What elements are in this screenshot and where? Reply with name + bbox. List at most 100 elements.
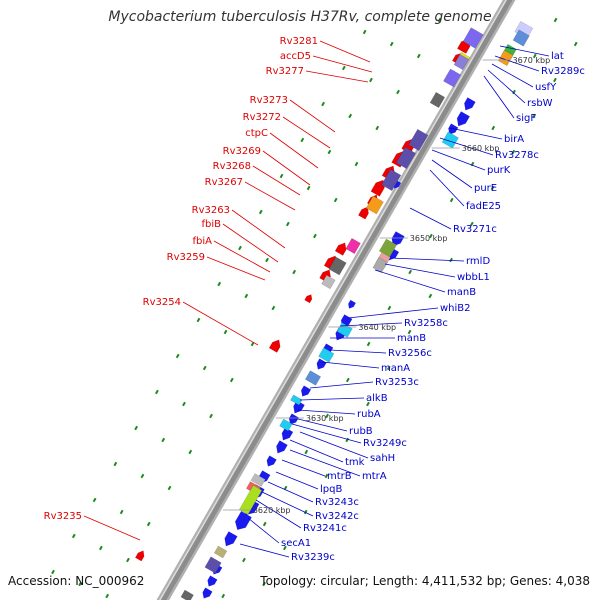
- orf-dash: [449, 257, 453, 263]
- forward-gene-8: [357, 206, 369, 220]
- right-leader: [449, 127, 503, 140]
- orf-dash: [306, 185, 311, 191]
- right-leader: [389, 257, 465, 262]
- orf-dash: [345, 437, 350, 443]
- right-leader: [289, 449, 361, 477]
- orf-dash: [437, 17, 442, 23]
- feature-box-13: [512, 29, 530, 47]
- orf-dash: [283, 545, 287, 551]
- right-leader: [431, 159, 473, 189]
- orf-dash: [292, 269, 297, 275]
- gene-label-right: Rv3239c: [291, 552, 335, 563]
- feature-box-24: [279, 418, 293, 432]
- right-leader: [483, 75, 515, 119]
- gene-label-right: birA: [504, 134, 524, 145]
- left-leader: [262, 150, 311, 186]
- left-leader: [83, 515, 141, 541]
- kbp-tick-label: 3670 kbp: [512, 56, 550, 65]
- right-leader: [329, 349, 387, 354]
- feature-box-22-shape: [304, 370, 322, 386]
- reverse-gene-12: [293, 400, 305, 414]
- left-leader: [231, 209, 286, 249]
- gene-label-left: Rv3272: [243, 112, 281, 123]
- orf-dash: [345, 377, 350, 383]
- gene-label-right: alkB: [366, 393, 388, 404]
- feature-box-19: [372, 256, 388, 274]
- orf-dash: [182, 401, 186, 407]
- feature-box-22: [304, 370, 322, 386]
- gene-label-right: wbbL1: [457, 272, 490, 283]
- gene-label-right: Rv3241c: [303, 523, 347, 534]
- left-leader: [213, 240, 271, 273]
- gene-label-right: sahH: [370, 453, 395, 464]
- gene-label-right: manB: [447, 287, 476, 298]
- feature-box-3: [443, 68, 462, 88]
- orf-dash: [324, 473, 329, 479]
- orf-dash: [161, 437, 166, 443]
- feature-box-16-shape: [441, 131, 459, 149]
- gene-label-right: purK: [487, 165, 511, 176]
- genes-label: Genes:: [509, 574, 552, 588]
- orf-dash: [134, 425, 139, 431]
- gene-labels: Rv3281 accD5 Rv3277 Rv3273 Rv3272 ctpC Rv3269 R…: [44, 36, 585, 563]
- gene-label-right: Rv3271c: [453, 224, 497, 235]
- gene-label-right: usfY: [535, 82, 557, 93]
- orf-dash: [92, 497, 97, 503]
- length-value: 4,411,532 bp: [421, 574, 502, 588]
- right-leader: [339, 322, 403, 327]
- left-leader: [222, 223, 279, 263]
- right-leader: [289, 439, 344, 463]
- reverse-gene-1-shape: [456, 111, 471, 127]
- gene-label-right: rubB: [349, 426, 373, 437]
- right-leader: [439, 137, 494, 156]
- orf-dash: [217, 281, 222, 287]
- gene-label-left: accD5: [280, 51, 311, 62]
- feature-box-0: [462, 27, 484, 49]
- right-leader: [491, 63, 534, 88]
- gene-label-left: Rv3281: [280, 36, 318, 47]
- map-title: Mycobacterium tuberculosis H37Rv, comple…: [108, 9, 492, 25]
- gene-label-right: tmk: [345, 457, 365, 468]
- reverse-gene-4-shape: [391, 231, 405, 247]
- left-leader: [244, 181, 296, 211]
- gene-label-right: Rv3278c: [495, 150, 539, 161]
- backbone-inner: [159, 0, 513, 600]
- forward-gene-12-shape: [304, 294, 313, 304]
- gene-label-left: Rv3273: [250, 95, 288, 106]
- gene-label-right: Rv3243c: [315, 497, 359, 508]
- forward-gene-14-shape: [134, 550, 145, 562]
- orf-dash: [389, 41, 394, 47]
- gene-label-right: rubA: [357, 409, 381, 420]
- left-leader: [305, 70, 369, 83]
- orf-dash: [223, 329, 228, 335]
- orf-dash: [386, 365, 391, 371]
- kbp-tick-label: 3660 kbp: [462, 144, 500, 153]
- reverse-gene-20-shape: [234, 510, 252, 531]
- orf-dash: [428, 293, 433, 299]
- left-leader: [252, 165, 301, 196]
- gene-label-right: fadE25: [466, 201, 501, 212]
- kbp-tick-label: 3620 kbp: [253, 506, 291, 515]
- right-leader: [261, 491, 314, 517]
- feature-box-7: [381, 168, 402, 192]
- gene-label-left: Rv3259: [167, 252, 205, 263]
- accession-value: NC_000962: [75, 574, 145, 588]
- label-leader-lines: [83, 40, 550, 558]
- feature-box-8: [365, 195, 384, 215]
- reverse-gene-11: [300, 385, 312, 397]
- orf-dash: [262, 521, 267, 527]
- orf-dash: [416, 53, 421, 59]
- kbp-tick-label: 3640 kbp: [358, 323, 396, 332]
- right-leader: [299, 431, 369, 459]
- right-leader: [499, 45, 550, 57]
- orf-dash: [375, 125, 380, 131]
- orf-dash: [221, 593, 226, 599]
- feature-box-10: [328, 256, 347, 276]
- genome-stats-footer: Topology: circular; Length: 4,411,532 bp…: [260, 574, 590, 588]
- right-leader: [347, 307, 439, 319]
- reverse-gene-10-shape: [316, 358, 327, 370]
- right-leader: [255, 499, 302, 529]
- reverse-gene-12-shape: [293, 400, 305, 414]
- right-leader: [494, 55, 540, 72]
